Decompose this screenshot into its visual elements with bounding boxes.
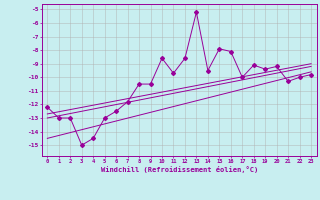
X-axis label: Windchill (Refroidissement éolien,°C): Windchill (Refroidissement éolien,°C) <box>100 166 258 173</box>
